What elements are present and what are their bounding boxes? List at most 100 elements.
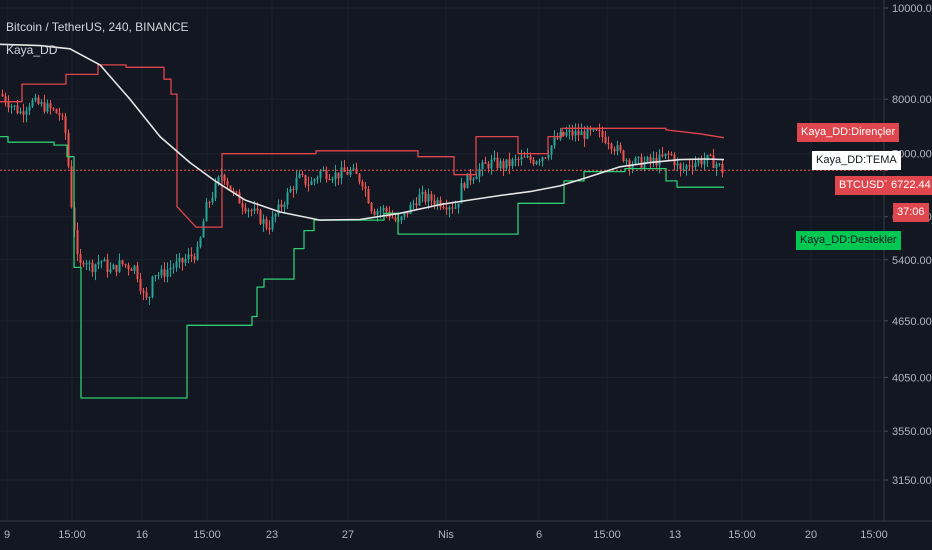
candle-up (298, 170, 301, 179)
candle-down (136, 261, 139, 283)
candle-up (448, 205, 451, 218)
candle-down (346, 166, 349, 176)
candle-up (499, 158, 502, 172)
candle-down (193, 253, 196, 264)
x-tick-label: 9 (4, 529, 10, 541)
candle-up (271, 210, 274, 232)
candle-down (355, 162, 358, 175)
candle-up (505, 159, 508, 172)
candle-down (670, 151, 673, 156)
candle-up (316, 175, 319, 184)
candle-down (7, 95, 10, 113)
candle-down (622, 149, 625, 163)
y-tick-label: 3150.00 (892, 475, 932, 487)
candle-down (22, 103, 25, 123)
candle-up (376, 208, 379, 222)
candle-down (82, 260, 85, 268)
candle-up (211, 191, 214, 205)
candle-up (427, 188, 430, 209)
candle-down (496, 152, 499, 171)
x-tick-label: 15:00 (728, 529, 756, 541)
candle-up (28, 103, 31, 116)
tema-tag: Kaya_DD:TEMA (812, 151, 901, 170)
candle-up (34, 93, 37, 103)
candle-up (472, 176, 475, 185)
candle-up (277, 199, 280, 217)
candle-down (613, 146, 616, 155)
candle-down (106, 253, 109, 278)
y-tick-label: 8000.00 (892, 94, 932, 106)
candle-down (37, 94, 40, 106)
candle-up (274, 212, 277, 223)
candle-up (46, 99, 49, 114)
candle-up (295, 170, 298, 194)
candle-up (580, 123, 583, 136)
candle-down (661, 147, 664, 158)
candle-down (679, 162, 682, 177)
indicator-title[interactable]: Kaya_DD (6, 43, 58, 57)
candle-up (310, 176, 313, 186)
candle-up (97, 254, 100, 270)
candle-down (280, 199, 283, 212)
candle-down (598, 123, 601, 138)
candle-up (118, 253, 121, 273)
candle-up (520, 149, 523, 166)
candle-up (412, 199, 415, 210)
candle-down (304, 174, 307, 188)
candle-down (49, 99, 52, 115)
candle-down (532, 157, 535, 166)
candle-up (460, 177, 463, 204)
candle-down (517, 156, 520, 167)
candle-down (640, 153, 643, 169)
symbol-title[interactable]: Bitcoin / TetherUS, 240, BINANCE (6, 20, 189, 34)
candle-up (31, 98, 34, 108)
candle-up (100, 260, 103, 269)
candle-down (358, 173, 361, 185)
candle-down (364, 182, 367, 197)
candle-up (319, 169, 322, 183)
candle-down (67, 129, 70, 169)
candle-down (307, 176, 310, 192)
candle-down (70, 160, 73, 209)
candle-up (490, 154, 493, 175)
candle-down (523, 151, 526, 158)
candle-up (568, 124, 571, 140)
candle-down (721, 158, 724, 178)
candle-down (58, 107, 61, 121)
y-tick-label: 10000.00 (892, 3, 932, 15)
candle-down (55, 108, 58, 114)
candle-up (184, 253, 187, 266)
candle-up (436, 197, 439, 210)
candle-up (283, 201, 286, 214)
candle-up (157, 271, 160, 280)
candle-up (703, 152, 706, 171)
candle-down (259, 208, 262, 225)
candle-up (682, 162, 685, 173)
candle-up (616, 140, 619, 156)
candle-down (208, 200, 211, 208)
countdown-tag: 37:06 (893, 203, 929, 222)
candle-up (175, 254, 178, 272)
candle-down (292, 185, 295, 198)
candle-up (706, 154, 709, 168)
candle-up (514, 154, 517, 167)
candle-up (187, 248, 190, 264)
candle-up (646, 155, 649, 164)
candle-up (421, 185, 424, 203)
candle-down (691, 159, 694, 175)
candle-up (535, 160, 538, 166)
candle-up (25, 106, 28, 123)
last-price-tag: 6722.44 (887, 176, 932, 195)
x-tick-label: 15:00 (593, 529, 621, 541)
x-tick-label: 15:00 (58, 529, 86, 541)
symbol-tag: BTCUSDT (835, 176, 895, 195)
candle-down (163, 262, 166, 283)
candle-down (91, 259, 94, 277)
candle-up (217, 175, 220, 186)
candle-up (481, 159, 484, 177)
candle-down (628, 158, 631, 176)
y-tick-label: 3550.00 (892, 426, 932, 438)
candle-down (484, 156, 487, 164)
candle-up (166, 262, 169, 283)
